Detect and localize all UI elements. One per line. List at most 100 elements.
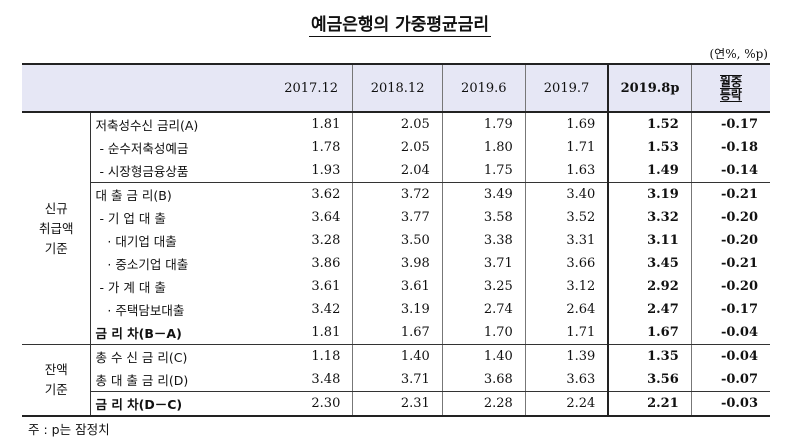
table-row: · 중소기업 대출 3.86 3.98 3.71 3.66 3.45 -0.21 (22, 252, 770, 275)
table-row: 금 리 차(D－C) 2.30 2.31 2.28 2.24 2.21 -0.03 (22, 391, 770, 417)
table-row: 총 대 출 금 리(D) 3.48 3.71 3.68 3.63 3.56 -0.07 (22, 368, 770, 392)
cell-value: 3.77 (352, 206, 443, 229)
cell-value: 3.38 (441, 229, 526, 252)
cell-value: 3.68 (441, 368, 526, 392)
cell-value: 2.64 (524, 298, 609, 321)
cell-value: 3.61 (352, 275, 443, 298)
cell-value: 1.75 (441, 159, 526, 183)
cell-value: -0.20 (690, 206, 770, 229)
cell-value: 3.72 (352, 182, 443, 206)
cell-value: 2.05 (352, 112, 443, 136)
table-title: 예금은행의 가중평균금리 (309, 15, 491, 37)
row-label: · 대기업 대출 (95, 234, 177, 249)
table-row: 신규 취급액 기준 저축성수신 금리(A) 1.81 2.05 1.79 1.69 1.52 -0… (22, 112, 770, 345)
cell-value: 1.53 (607, 136, 692, 159)
col-header: 2019.7 (524, 63, 609, 113)
cell-value: 3.32 (607, 206, 692, 229)
cell-value: -0.21 (690, 252, 770, 275)
cell-value: 2.21 (607, 391, 692, 417)
cell-value: -0.07 (690, 368, 770, 392)
cell-value: 2.92 (607, 275, 692, 298)
row-label: - 시장형금융상품 (90, 159, 270, 183)
cell-value: -0.03 (690, 391, 770, 417)
cell-value: 3.62 (311, 187, 341, 202)
cell-value: 1.81 (269, 321, 353, 345)
row-label: 총 대 출 금 리(D) (90, 368, 270, 392)
row-label: · 주택담보대출 (95, 303, 185, 318)
row-label: 금 리 차(B－A) (90, 321, 270, 345)
cell-value: 3.28 (311, 233, 341, 248)
cell-value: 1.67 (607, 321, 692, 345)
cell-value: -0.14 (690, 159, 770, 183)
cell-value: -0.18 (690, 136, 770, 159)
unit-label: (연%, %p) (709, 47, 768, 61)
cell-value: 1.52 (607, 112, 692, 136)
cell-value: 3.61 (311, 279, 341, 294)
col-header: 2019.6 (441, 63, 526, 113)
cell-value: 3.25 (441, 275, 526, 298)
table-row: · 주택담보대출 3.42 3.19 2.74 2.64 2.47 -0.17 (22, 298, 770, 321)
cell-value: 3.98 (352, 252, 443, 275)
cell-value: 1.71 (524, 136, 609, 159)
cell-value: 1.39 (524, 344, 609, 368)
cell-value: 1.71 (524, 321, 609, 345)
table-row: - 가 계 대 출 3.61 3.61 3.25 3.12 2.92 -0.20 (22, 275, 770, 298)
cell-value: 3.12 (524, 275, 609, 298)
cell-value: -0.21 (690, 182, 770, 206)
cell-value: 1.69 (524, 112, 609, 136)
footnote: 주 : p는 잠정치 (28, 422, 110, 437)
cell-value: 1.93 (269, 159, 353, 183)
cell-value: 2.47 (607, 298, 692, 321)
col-header: 2017.12 (269, 63, 353, 113)
table-row: · 대기업 대출 3.28 3.50 3.38 3.31 3.11 -0.20 (22, 229, 770, 252)
cell-value: 3.52 (524, 206, 609, 229)
cell-value: 3.40 (524, 182, 609, 206)
cell-value: -0.17 (690, 298, 770, 321)
cell-value: 2.74 (441, 298, 526, 321)
cell-value: 1.70 (441, 321, 526, 345)
row-label: - 순수저축성예금 (95, 141, 189, 156)
cell-value: 3.71 (352, 368, 443, 392)
cell-value: 1.40 (441, 344, 526, 368)
cell-value: 3.49 (441, 182, 526, 206)
cell-value: 2.31 (352, 391, 443, 417)
cell-value: -0.04 (690, 321, 770, 345)
cell-value: 2.05 (352, 136, 443, 159)
cell-value: 3.42 (311, 302, 341, 317)
header-blank (22, 63, 270, 113)
cell-value: 1.40 (352, 344, 443, 368)
cell-value: 3.56 (607, 368, 692, 392)
row-label: · 중소기업 대출 (95, 257, 189, 272)
cell-value: 3.45 (607, 252, 692, 275)
cell-value: 1.78 (311, 140, 341, 155)
cell-value: 3.71 (441, 252, 526, 275)
group-balance-basis: 잔액 기준 (22, 344, 92, 417)
cell-value: 1.49 (607, 159, 692, 183)
cell-value: 1.63 (524, 159, 609, 183)
cell-value: 1.80 (441, 136, 526, 159)
row-label: - 기 업 대 출 (95, 211, 166, 226)
cell-value: 3.11 (607, 229, 692, 252)
cell-value: -0.20 (690, 229, 770, 252)
cell-value: 2.24 (524, 391, 609, 417)
cell-value: -0.20 (690, 275, 770, 298)
table-row: 잔액 기준 총 수 신 금 리(C) 1.18 1.40 1.40 1.39 1.35 -0.0… (22, 344, 770, 417)
cell-value: 3.58 (441, 206, 526, 229)
cell-value: 1.35 (607, 344, 692, 368)
header-row: 2017.12 2018.12 2019.6 2019.7 2019.8p 월중… (22, 63, 770, 113)
table-row: - 순수저축성예금 1.78 2.05 1.80 1.71 1.53 -0.18 (22, 136, 770, 159)
cell-value: 1.67 (352, 321, 443, 345)
row-label: 대 출 금 리(B) (95, 188, 172, 203)
cell-value: 3.63 (524, 368, 609, 392)
col-header: 2019.8p (607, 63, 692, 113)
cell-value: 1.79 (441, 112, 526, 136)
cell-value: -0.04 (690, 344, 770, 368)
row-label: 총 수 신 금 리(C) (95, 350, 188, 365)
table-row: 금 리 차(B－A) 1.81 1.67 1.70 1.71 1.67 -0.04 (22, 321, 770, 345)
table-row: - 시장형금융상품 1.93 2.04 1.75 1.63 1.49 -0.14 (22, 159, 770, 183)
cell-value: -0.17 (690, 112, 770, 136)
cell-value: 3.19 (352, 298, 443, 321)
cell-value: 2.28 (441, 391, 526, 417)
cell-value: 3.50 (352, 229, 443, 252)
col-header: 2018.12 (352, 63, 443, 113)
